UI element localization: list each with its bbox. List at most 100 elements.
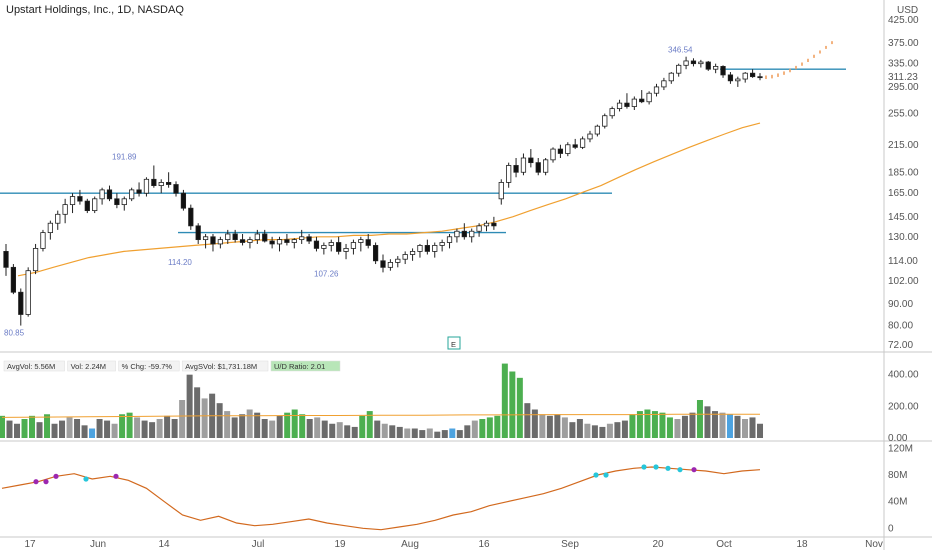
candle-body bbox=[587, 133, 593, 140]
high-label: 191.89 bbox=[112, 153, 137, 162]
volume-bar bbox=[689, 412, 696, 438]
candle-body bbox=[313, 240, 320, 249]
volume-bar bbox=[329, 423, 336, 438]
price-tick-label: 80.00 bbox=[888, 321, 913, 332]
volume-bar bbox=[396, 426, 403, 438]
volume-bar bbox=[224, 411, 231, 438]
volume-bar bbox=[471, 420, 478, 438]
volume-bar bbox=[254, 412, 261, 438]
volume-bar bbox=[344, 425, 351, 438]
volume-bar bbox=[321, 420, 328, 438]
candle-body bbox=[432, 245, 438, 252]
x-tick-label: 19 bbox=[334, 539, 346, 550]
volume-bar bbox=[441, 430, 448, 438]
volume-bar bbox=[89, 428, 96, 438]
volume-bar bbox=[119, 414, 126, 438]
candle-body bbox=[749, 72, 756, 78]
volume-tick-label: 200.00 bbox=[888, 401, 919, 412]
candle-body bbox=[565, 144, 571, 154]
volume-bar bbox=[704, 406, 711, 438]
candle-body bbox=[121, 198, 127, 206]
price-tick-label: 335.00 bbox=[888, 59, 919, 70]
candle-body bbox=[173, 184, 179, 194]
candle-body bbox=[254, 233, 260, 241]
moving-average-line bbox=[17, 122, 761, 277]
volume-bar bbox=[479, 419, 486, 438]
chart-title: Upstart Holdings, Inc., 1D, NASDAQ bbox=[6, 4, 184, 16]
candle-body bbox=[757, 76, 763, 79]
volume-bar bbox=[546, 415, 553, 438]
volume-bar bbox=[614, 422, 621, 438]
candle-body bbox=[491, 222, 497, 227]
volume-bar bbox=[696, 400, 703, 438]
volume-bar bbox=[524, 403, 531, 438]
price-tick-label: 130.00 bbox=[888, 232, 919, 243]
candle-body bbox=[343, 247, 349, 252]
candle-body bbox=[713, 66, 719, 70]
candle-body bbox=[158, 182, 164, 186]
candle-body bbox=[99, 189, 105, 200]
candle-body bbox=[387, 262, 394, 268]
volume-bar bbox=[561, 417, 568, 438]
candle-body bbox=[92, 198, 98, 212]
candle-body bbox=[550, 148, 556, 161]
volume-bar bbox=[261, 419, 268, 438]
volume-bar bbox=[434, 431, 441, 438]
volume-bar bbox=[389, 425, 396, 438]
low-label: 114.20 bbox=[168, 258, 192, 267]
candle-body bbox=[306, 236, 312, 242]
volume-bar bbox=[6, 420, 13, 438]
x-tick-label: Aug bbox=[401, 539, 419, 550]
volume-bar bbox=[29, 415, 36, 438]
candle-body bbox=[417, 245, 423, 252]
candle-body bbox=[461, 230, 467, 238]
price-tick-label: 375.00 bbox=[888, 38, 919, 49]
candle-body bbox=[114, 198, 120, 206]
volume-bar bbox=[674, 419, 681, 438]
volume-bar bbox=[81, 425, 88, 438]
x-tick-label: Jun bbox=[90, 539, 106, 550]
volume-bar bbox=[659, 412, 666, 438]
volume-bar bbox=[336, 422, 343, 438]
volume-bar bbox=[246, 409, 253, 438]
volume-bar bbox=[486, 417, 493, 438]
volume-stat-label: AvgSVol: $1,731.18M bbox=[185, 362, 257, 371]
volume-bar bbox=[194, 387, 201, 438]
volume-bar bbox=[21, 419, 28, 438]
candle-body bbox=[77, 196, 83, 202]
volume-bar bbox=[36, 422, 43, 438]
volume-bar bbox=[591, 425, 598, 438]
candle-body bbox=[616, 102, 623, 110]
volume-bar bbox=[734, 415, 741, 438]
candle-body bbox=[166, 182, 172, 185]
candle-body bbox=[683, 60, 689, 66]
volume-bar bbox=[374, 420, 381, 438]
volume-bar bbox=[171, 419, 178, 438]
volume-bar bbox=[284, 412, 291, 438]
currency-label: USD bbox=[897, 5, 918, 16]
volume-bar bbox=[651, 411, 658, 438]
candle-body bbox=[18, 291, 24, 315]
volume-bar bbox=[366, 411, 373, 438]
candle-body bbox=[646, 92, 652, 103]
volume-bar bbox=[126, 412, 133, 438]
candle-body bbox=[469, 230, 475, 238]
volume-bar bbox=[201, 398, 208, 438]
volume-bar bbox=[66, 417, 73, 438]
volume-bar bbox=[741, 419, 748, 438]
volume-stat-badge bbox=[181, 360, 269, 372]
x-tick-label: Sep bbox=[561, 539, 579, 550]
volume-bar bbox=[584, 423, 591, 438]
candle-body bbox=[291, 239, 297, 243]
candle-body bbox=[668, 72, 674, 82]
candle-body bbox=[424, 245, 430, 252]
candle-body bbox=[476, 225, 482, 232]
volume-bar bbox=[239, 414, 246, 438]
candle-body bbox=[506, 165, 512, 183]
volume-bar bbox=[411, 428, 418, 438]
volume-bar bbox=[179, 400, 186, 438]
rs-tick-label: 40M bbox=[888, 497, 907, 508]
volume-bar bbox=[44, 414, 51, 438]
rs-dot bbox=[691, 467, 697, 473]
volume-bar bbox=[14, 423, 21, 438]
